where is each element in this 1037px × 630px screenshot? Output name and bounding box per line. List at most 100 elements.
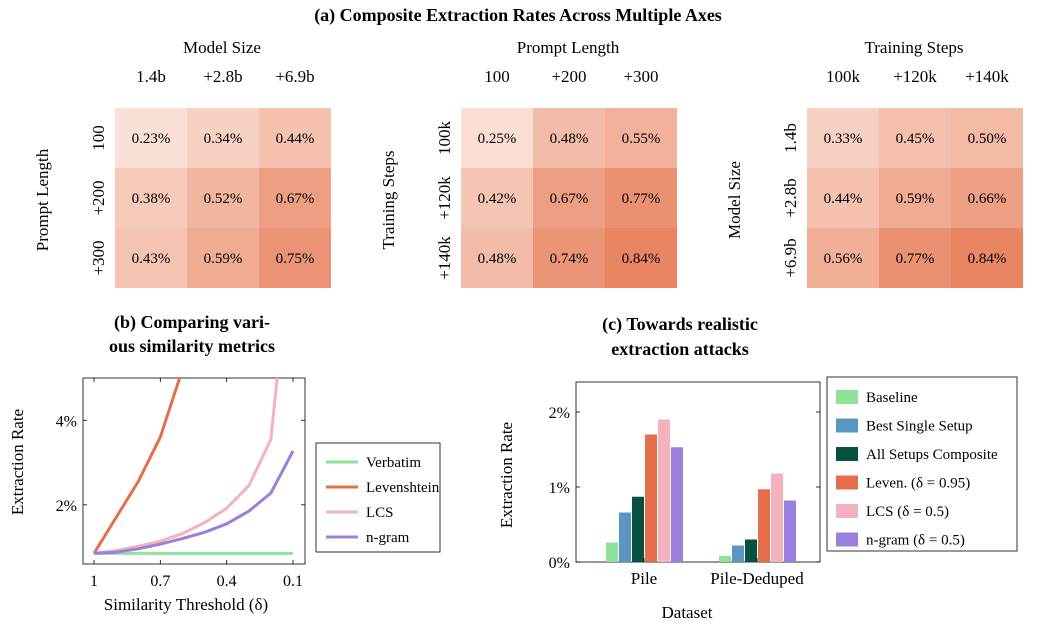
heatmap-3-y-tick: +2.8b [781, 178, 800, 217]
heatmap-cell [807, 168, 879, 228]
panel-c-title-line-1: (c) Towards realistic [602, 314, 758, 335]
series-line-levenshtein [92, 378, 182, 555]
x-tick-label: Pile-Deduped [710, 569, 804, 588]
heatmap-2-x-tick: +200 [551, 67, 586, 86]
heatmap-cell-label: 0.44% [276, 131, 315, 147]
heatmap-cell [951, 228, 1023, 288]
y-tick-label: 0% [549, 555, 570, 572]
panel-b-legend-items: Verbatim Levenshtein LCS n-gram [326, 455, 440, 546]
legend-label-verbatim: Verbatim [366, 455, 421, 471]
heatmap-cell [461, 228, 533, 288]
heatmap-cell [533, 168, 605, 228]
legend-label-leven: Leven. (δ = 0.95) [866, 476, 970, 492]
panel-c-plot-frame [575, 381, 821, 563]
heatmap-cell-label: 0.75% [276, 251, 315, 267]
heatmap-1-x-tick: +2.8b [203, 67, 242, 86]
heatmap-cell [259, 168, 331, 228]
bar-all-setups-composite [632, 496, 644, 562]
legend-label-best-single-setup: Best Single Setup [866, 419, 973, 435]
x-tick-label: Pile [631, 569, 657, 588]
heatmap-1-ylabel: Prompt Length [33, 148, 52, 251]
panel-b-title-line-1: (b) Comparing vari- [114, 312, 270, 333]
panel-b-line-chart: (b) Comparing vari- ous similarity metri… [8, 312, 441, 614]
bar-leven [758, 489, 770, 562]
heatmap-cell-label: 0.84% [968, 251, 1007, 267]
heatmap-cell [259, 108, 331, 168]
heatmap-cell [187, 108, 259, 168]
panel-a-title: (a) Composite Extraction Rates Across Mu… [314, 5, 722, 26]
legend-swatch-baseline [836, 390, 858, 404]
bar-best-single-setup [732, 545, 744, 562]
legend-label-levenshtein: Levenshtein [366, 480, 440, 496]
heatmap-cell-label: 0.77% [896, 251, 935, 267]
heatmap-3-xlabel: Training Steps [864, 38, 963, 57]
bar-ngram [671, 447, 683, 562]
heatmap-cell [461, 168, 533, 228]
heatmap-cell [533, 108, 605, 168]
legend-swatch-all-setups-composite [836, 447, 858, 461]
heatmap-3-ylabel: Model Size [725, 161, 744, 239]
series-line-ngram [93, 450, 295, 555]
heatmap-3: Training Steps Model Size 100k +120k +140k… [725, 38, 1023, 288]
heatmap-cell [879, 168, 951, 228]
heatmap-1-xlabel: Model Size [183, 38, 261, 57]
panel-b-xlabel: Similarity Threshold (δ) [104, 595, 268, 614]
legend-swatch-best-single-setup [836, 418, 858, 433]
heatmap-cell-label: 0.44% [824, 191, 863, 207]
heatmap-cell [187, 228, 259, 288]
heatmap-2: Prompt Length Training Steps 100 +200 +300… [379, 38, 677, 288]
heatmap-cell [533, 228, 605, 288]
legend-label-ngram: n-gram (δ = 0.5) [866, 533, 965, 549]
heatmap-cell-label: 0.48% [550, 131, 589, 147]
heatmap-cell [951, 108, 1023, 168]
heatmap-cell-label: 0.77% [622, 191, 661, 207]
x-tick-label: 0.4 [217, 573, 237, 590]
panel-c-legend-items: Baseline Best Single Setup All Setups Comp… [836, 390, 998, 549]
legend-label-baseline: Baseline [866, 390, 918, 406]
heatmap-cell [115, 228, 187, 288]
series-line-lcs [93, 378, 279, 555]
heatmap-cell [807, 108, 879, 168]
legend-label-ngram: n-gram [366, 530, 410, 546]
heatmap-cell [115, 168, 187, 228]
x-tick-label: 1 [90, 573, 98, 590]
heatmap-cell [879, 108, 951, 168]
heatmap-2-x-tick: +300 [623, 67, 658, 86]
heatmap-cell-label: 0.66% [968, 191, 1007, 207]
heatmap-cell-label: 0.23% [132, 131, 171, 147]
legend-label-lcs: LCS [366, 505, 394, 521]
heatmap-cell-label: 0.55% [622, 131, 661, 147]
panel-c-title-line-2: extraction attacks [611, 339, 748, 359]
legend-label-lcs: LCS (δ = 0.5) [866, 504, 949, 520]
heatmap-2-y-tick: +140k [435, 236, 454, 280]
heatmap-1-y-tick: +200 [89, 180, 108, 215]
y-tick-label: 2% [549, 405, 570, 422]
heatmap-cell-label: 0.56% [824, 251, 863, 267]
heatmap-cell-label: 0.50% [968, 131, 1007, 147]
bar-leven [645, 434, 657, 562]
heatmap-cell [605, 108, 677, 168]
heatmap-3-y-tick: +6.9b [781, 238, 800, 277]
panel-c-legend [826, 376, 1018, 552]
heatmap-3-x-tick: +140k [965, 67, 1009, 86]
heatmap-2-x-tick: 100 [484, 67, 510, 86]
heatmap-cell [115, 108, 187, 168]
y-tick-label: 4% [56, 413, 77, 430]
heatmap-1-x-tick: +6.9b [275, 67, 314, 86]
heatmap-cell-label: 0.45% [896, 131, 935, 147]
bar-baseline [606, 542, 618, 562]
heatmap-cell-label: 0.84% [622, 251, 661, 267]
heatmap-cell-label: 0.74% [550, 251, 589, 267]
bar-baseline [719, 556, 731, 562]
bar-lcs [771, 473, 783, 562]
heatmap-1-y-tick: +300 [89, 240, 108, 275]
heatmap-cell [461, 108, 533, 168]
heatmap-cell [879, 228, 951, 288]
panel-b-title-line-2: ous similarity metrics [109, 336, 275, 356]
heatmap-cell [259, 228, 331, 288]
heatmap-cell [807, 228, 879, 288]
heatmap-2-ylabel: Training Steps [379, 150, 398, 249]
panel-c-xlabel: Dataset [662, 603, 713, 622]
heatmap-2-y-tick: +120k [435, 176, 454, 220]
